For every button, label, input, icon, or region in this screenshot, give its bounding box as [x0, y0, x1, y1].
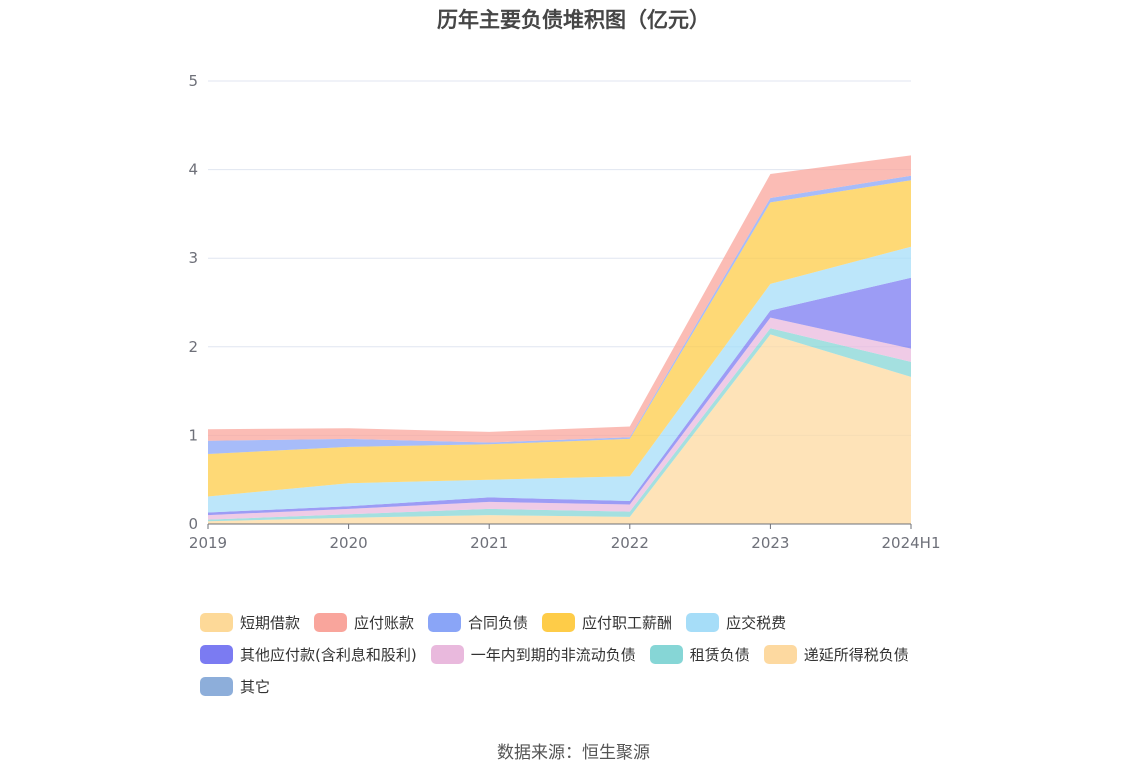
legend-swatch [428, 612, 462, 632]
legend-label: 一年内到期的非流动负债 [470, 645, 636, 664]
y-tick-label: 4 [188, 161, 198, 179]
legend-swatch [430, 644, 464, 664]
legend-label: 租赁负债 [689, 645, 750, 664]
y-tick-label: 3 [188, 249, 198, 267]
y-tick-label: 1 [188, 426, 198, 444]
legend-swatch [200, 676, 233, 696]
x-tick-label: 2022 [611, 534, 649, 552]
legend-swatch [686, 612, 720, 632]
legend-row: 其它 [200, 670, 1000, 702]
axes: 0 1 2 3 4 5 2019 2020 2021 2022 2023 2024H1 [188, 72, 940, 552]
legend-label: 应付职工薪酬 [582, 613, 673, 632]
legend-label: 短期借款 [240, 613, 301, 632]
legend-item[interactable]: 租赁负债 [649, 644, 750, 665]
legend-item[interactable]: 短期借款 [200, 612, 300, 633]
area-series-7[interactable] [208, 328, 911, 522]
legend-item[interactable]: 其他应付款(含利息和股利) [200, 644, 417, 665]
legend-item[interactable]: 应付账款 [314, 612, 414, 633]
legend-swatch [200, 612, 233, 632]
y-tick-label: 5 [188, 72, 198, 90]
x-tick-label: 2024H1 [882, 534, 941, 552]
area-series-5[interactable] [208, 277, 911, 516]
area-series-4[interactable] [208, 246, 911, 513]
legend-swatch [542, 612, 576, 632]
legend-item[interactable]: 递延所得税负债 [763, 644, 909, 665]
legend-item[interactable]: 应交税费 [686, 612, 786, 633]
x-tick-label: 2023 [751, 534, 789, 552]
stacked-area-chart: 0 1 2 3 4 5 2019 2020 2021 2022 2023 2024H1 [188, 72, 940, 552]
legend-row: 短期借款 应付账款 合同负债 应付职工薪酬 应交税费 [200, 606, 1000, 638]
x-tick-label: 2020 [330, 534, 368, 552]
legend-label: 应交税费 [726, 613, 787, 632]
legend: 短期借款 应付账款 合同负债 应付职工薪酬 应交税费 其他应付款(含利息和股利) 一年内到… [200, 606, 1000, 702]
legend-swatch [314, 612, 348, 632]
area-series-6[interactable] [208, 317, 911, 520]
legend-label: 递延所得税负债 [803, 645, 909, 664]
series-areas [208, 155, 911, 524]
data-source-note: 数据来源：恒生聚源 [497, 743, 650, 763]
legend-label: 其他应付款(含利息和股利) [240, 645, 417, 664]
legend-item[interactable]: 合同负债 [428, 612, 528, 633]
legend-item[interactable]: 一年内到期的非流动负债 [430, 644, 636, 665]
legend-swatch [649, 644, 683, 664]
area-series-3[interactable] [208, 180, 911, 497]
legend-item[interactable]: 其它 [200, 676, 270, 697]
legend-swatch [200, 644, 233, 664]
legend-label: 合同负债 [468, 613, 529, 632]
area-series-1[interactable] [208, 155, 911, 443]
legend-label: 其它 [240, 677, 271, 696]
y-tick-label: 0 [188, 515, 198, 533]
x-tick-label: 2019 [189, 534, 227, 552]
y-tick-label: 2 [188, 338, 198, 356]
area-series-8[interactable] [208, 334, 911, 524]
legend-row: 其他应付款(含利息和股利) 一年内到期的非流动负债 租赁负债 递延所得税负债 [200, 638, 1000, 670]
x-tick-label: 2021 [470, 534, 508, 552]
chart-title: 历年主要负债堆积图（亿元） [437, 8, 710, 32]
legend-label: 应付账款 [354, 613, 415, 632]
legend-item[interactable]: 应付职工薪酬 [542, 612, 672, 633]
legend-swatch [763, 644, 797, 664]
